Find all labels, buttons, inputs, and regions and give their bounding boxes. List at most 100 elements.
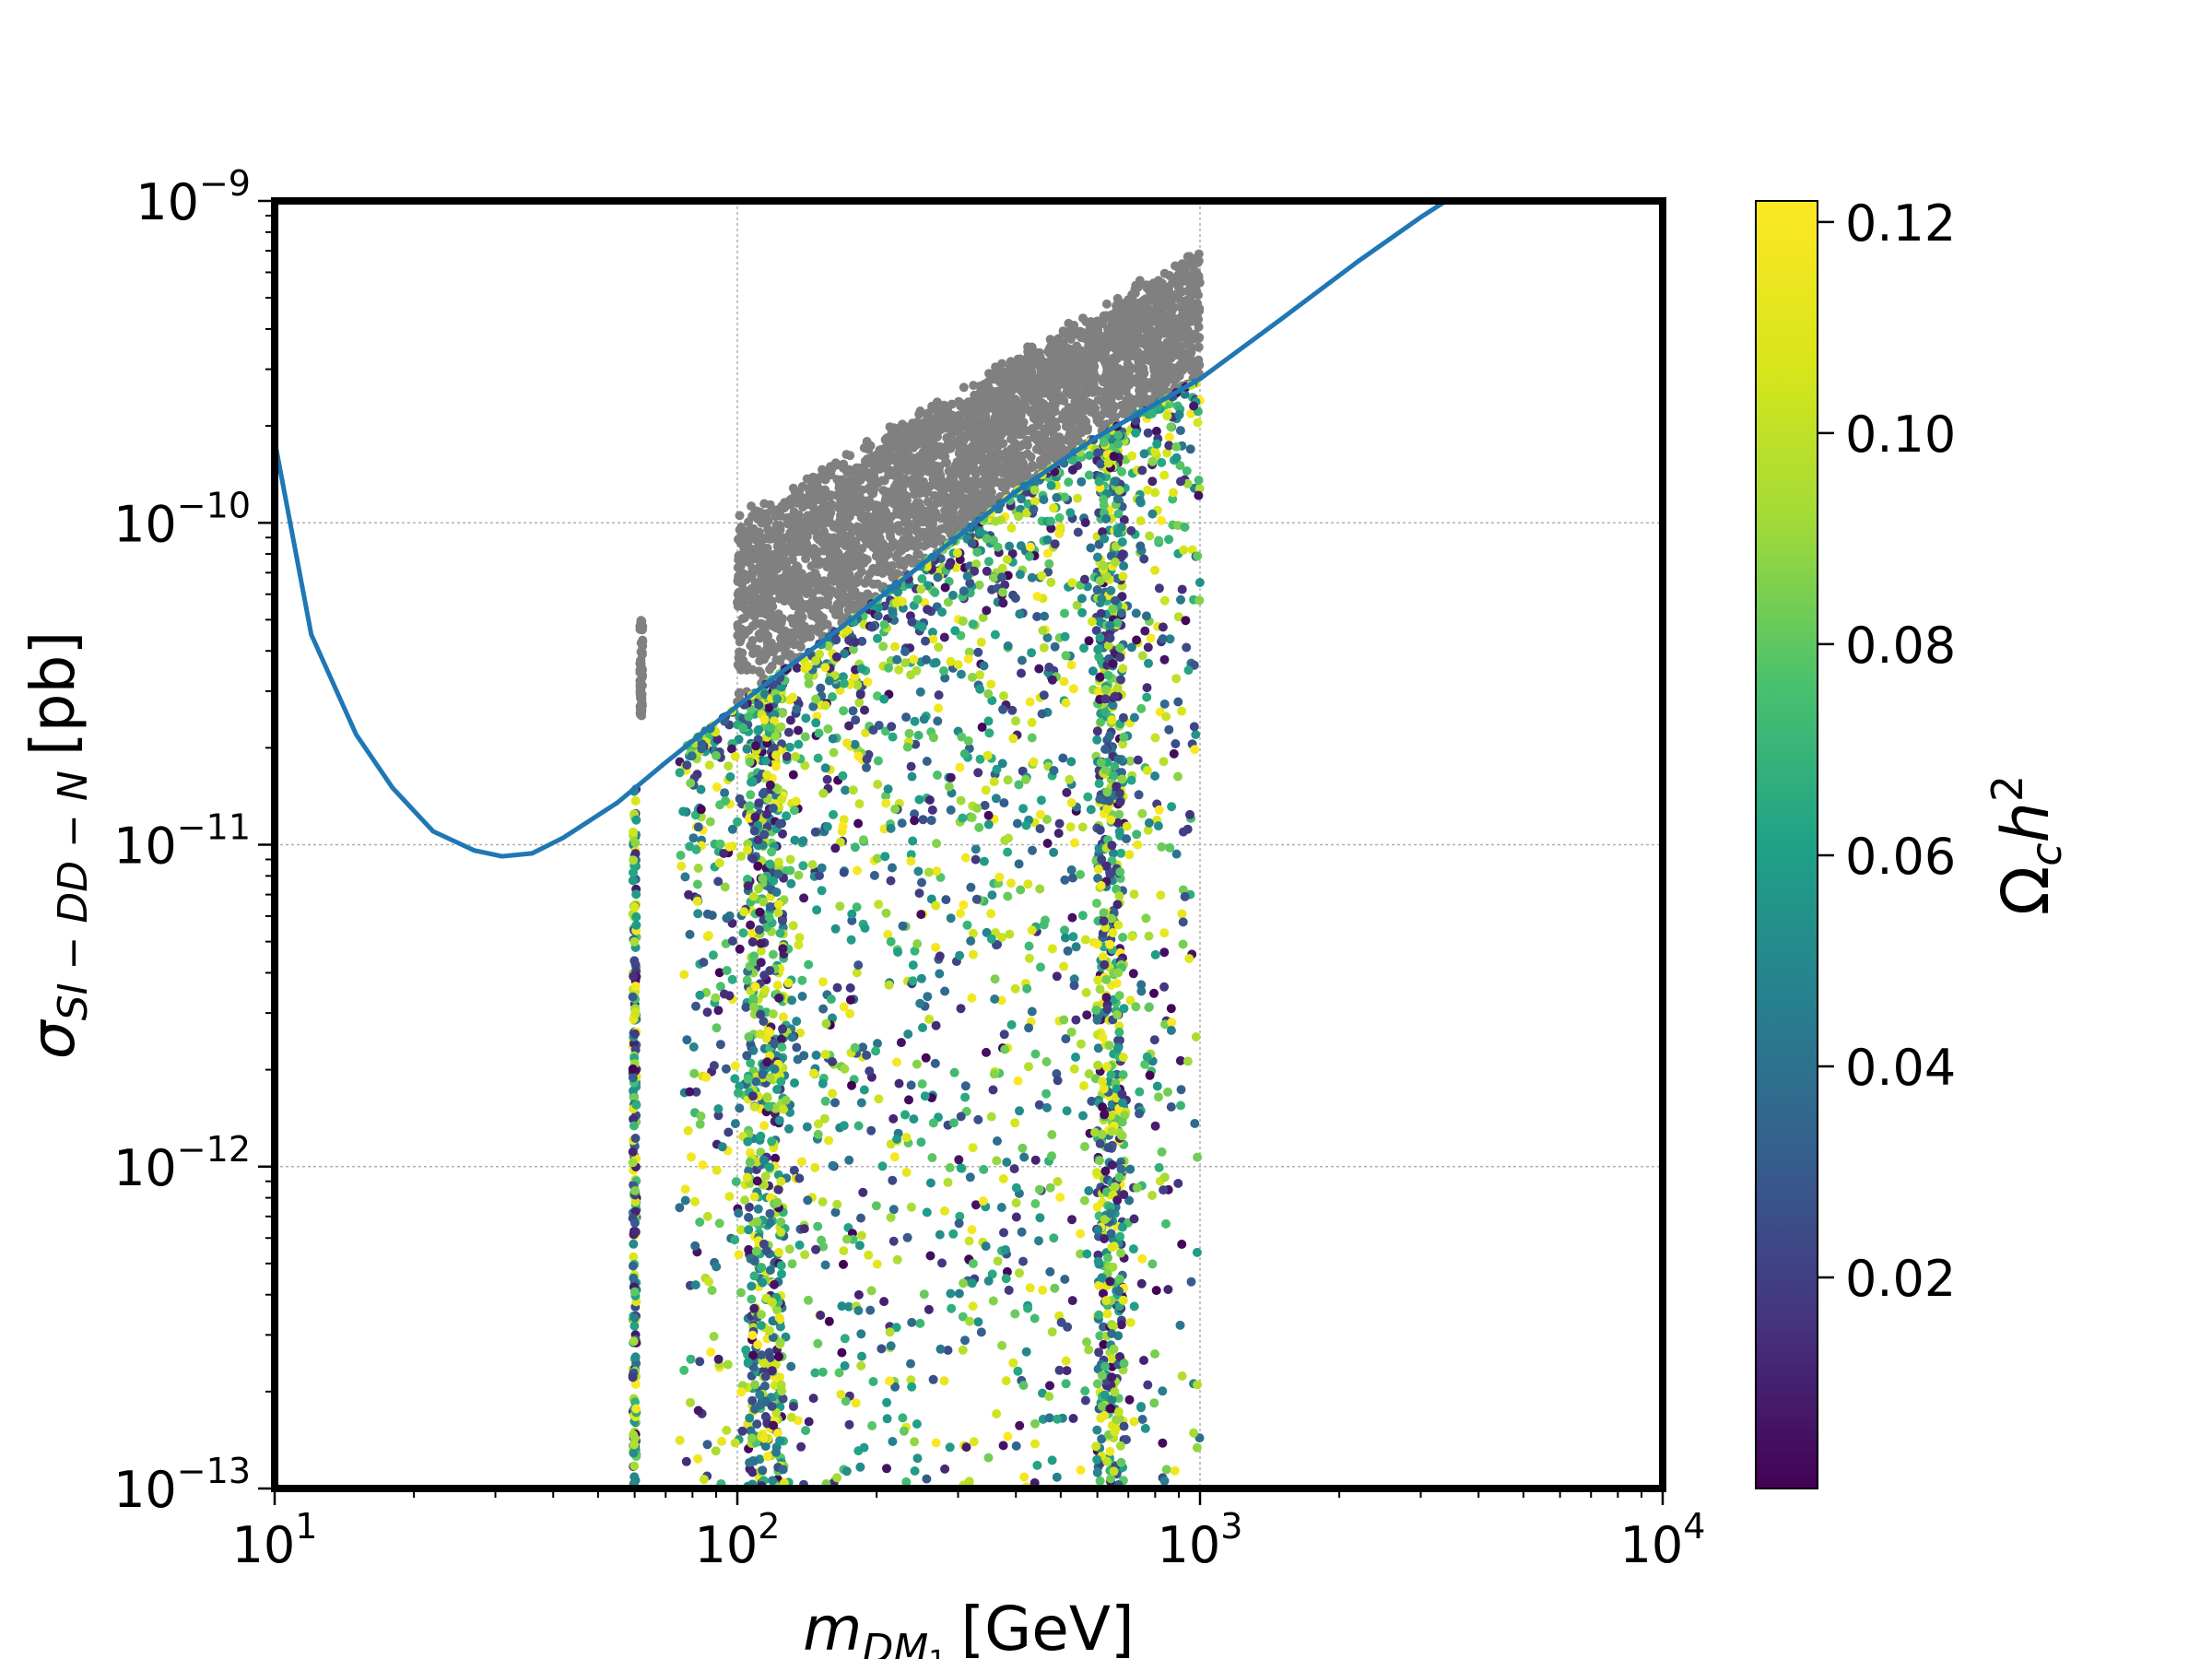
- excluded-point: [811, 554, 821, 564]
- excluded-point: [638, 635, 648, 645]
- excluded-point: [853, 507, 863, 517]
- allowed-point: [1004, 833, 1013, 843]
- excluded-point: [819, 546, 829, 556]
- excluded-point: [1047, 374, 1057, 384]
- excluded-point: [747, 605, 758, 615]
- allowed-point: [877, 1344, 887, 1354]
- allowed-point: [1039, 690, 1049, 700]
- excluded-point: [754, 527, 764, 537]
- allowed-point: [1023, 879, 1033, 889]
- allowed-point: [858, 1042, 868, 1053]
- excluded-point: [835, 537, 845, 547]
- allowed-point: [1015, 1106, 1024, 1116]
- excluded-point: [948, 423, 959, 433]
- excluded-point: [808, 594, 818, 605]
- allowed-point: [1008, 734, 1018, 744]
- excluded-point: [1050, 354, 1060, 364]
- allowed-point: [884, 663, 893, 673]
- allowed-point: [993, 1256, 1003, 1266]
- allowed-point: [1139, 1356, 1148, 1365]
- allowed-point: [679, 1365, 689, 1375]
- excluded-point: [1130, 288, 1140, 299]
- excluded-point: [889, 482, 900, 492]
- allowed-point: [940, 673, 950, 683]
- allowed-point: [908, 836, 918, 846]
- excluded-point: [835, 479, 845, 489]
- allowed-point: [1042, 839, 1053, 848]
- allowed-point: [802, 1122, 812, 1132]
- allowed-point: [866, 1286, 877, 1296]
- allowed-point: [799, 893, 809, 903]
- allowed-point: [957, 732, 967, 742]
- excluded-point: [866, 488, 877, 498]
- excluded-point: [738, 629, 748, 640]
- excluded-point: [772, 579, 782, 589]
- excluded-point: [1147, 317, 1157, 327]
- excluded-point: [961, 444, 971, 454]
- allowed-point: [958, 1312, 968, 1322]
- allowed-point: [1124, 1195, 1135, 1206]
- excluded-point: [1194, 322, 1204, 332]
- excluded-point: [841, 522, 851, 532]
- allowed-point: [1142, 766, 1152, 775]
- allowed-point: [777, 1269, 786, 1279]
- allowed-point: [835, 901, 845, 912]
- excluded-point: [816, 472, 826, 482]
- allowed-point: [848, 706, 858, 716]
- allowed-point: [768, 949, 778, 959]
- excluded-point: [999, 387, 1008, 397]
- allowed-point: [990, 629, 1000, 640]
- allowed-point: [922, 757, 932, 766]
- allowed-point: [1053, 829, 1064, 839]
- excluded-point: [1180, 325, 1190, 335]
- allowed-point: [1159, 1185, 1169, 1195]
- allowed-point: [981, 785, 991, 795]
- allowed-point: [885, 1327, 895, 1337]
- allowed-point: [788, 770, 798, 780]
- allowed-point: [1159, 654, 1170, 665]
- allowed-point: [1150, 949, 1160, 959]
- allowed-point: [684, 889, 694, 900]
- excluded-point: [782, 592, 793, 602]
- allowed-point: [1024, 953, 1034, 963]
- excluded-point: [757, 606, 767, 616]
- allowed-point: [1084, 636, 1094, 646]
- allowed-point: [715, 982, 725, 992]
- allowed-point: [735, 944, 745, 954]
- excluded-point: [1151, 287, 1161, 297]
- allowed-point: [712, 1165, 722, 1175]
- excluded-point: [1059, 363, 1069, 373]
- excluded-point: [747, 512, 757, 522]
- allowed-point: [839, 867, 849, 877]
- allowed-point: [916, 973, 926, 983]
- allowed-point: [1055, 1193, 1065, 1202]
- excluded-point: [1030, 430, 1040, 441]
- excluded-point: [912, 516, 922, 526]
- excluded-point: [933, 412, 943, 422]
- allowed-point: [1019, 1472, 1030, 1482]
- allowed-point: [844, 1155, 854, 1165]
- allowed-point: [1093, 1043, 1103, 1053]
- allowed-point: [701, 1072, 712, 1082]
- excluded-point: [847, 600, 857, 609]
- excluded-point: [877, 448, 887, 458]
- allowed-point: [1144, 818, 1154, 828]
- excluded-point: [772, 541, 782, 551]
- allowed-point: [914, 888, 924, 899]
- excluded-point: [865, 569, 875, 579]
- excluded-point: [835, 581, 845, 591]
- allowed-point: [888, 1113, 899, 1124]
- excluded-point: [929, 539, 939, 548]
- excluded-point: [1184, 333, 1194, 343]
- excluded-point: [1078, 380, 1088, 390]
- allowed-point: [759, 1017, 769, 1027]
- allowed-point: [971, 1200, 981, 1210]
- excluded-point: [1003, 406, 1013, 417]
- excluded-point: [977, 385, 987, 395]
- allowed-point: [1143, 825, 1153, 835]
- allowed-point: [966, 882, 976, 892]
- allowed-point: [788, 921, 798, 931]
- excluded-point: [772, 505, 782, 515]
- excluded-point: [1010, 381, 1020, 391]
- allowed-point: [1176, 594, 1185, 605]
